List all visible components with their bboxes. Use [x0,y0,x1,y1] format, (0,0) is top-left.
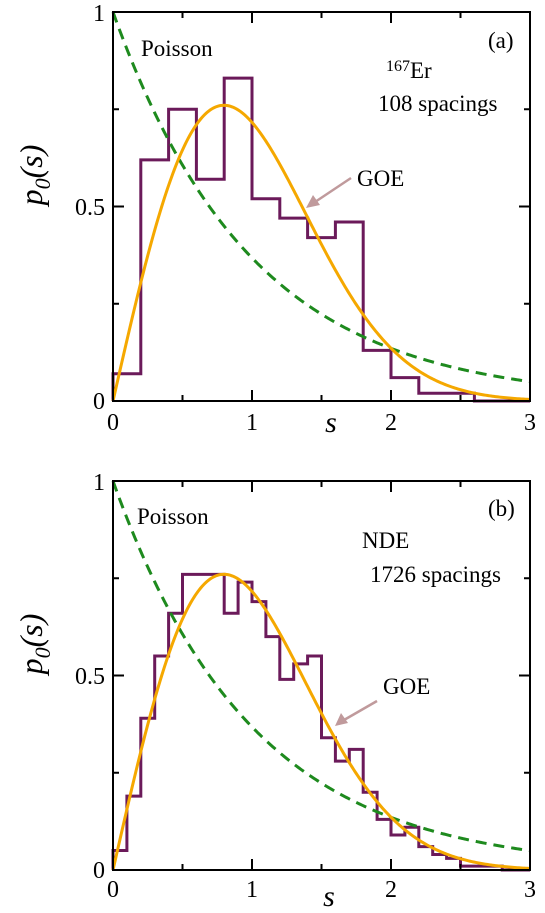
x-tick-label: 1 [246,410,258,436]
ticks-b [112,480,531,871]
goe-arrow [335,699,378,726]
goe-arrow [306,176,352,208]
y-tick-label: 1 [93,470,105,496]
nde-annotation: NDE [362,528,409,553]
histogram-a [111,76,530,403]
poisson-curve-b [111,480,531,853]
isotope-symbol: Er [410,58,432,83]
y-axis-title-sub: 0 [30,178,55,189]
histogram-outline [111,76,530,403]
goe-curve-a [111,103,531,402]
isotope-mass: 167 [386,58,410,75]
spacings-annotation: 108 spacings [378,91,498,116]
y-tick-label: 0 [93,858,105,884]
x-tick-label: 0 [107,877,119,903]
goe-curve-b [111,572,531,871]
histogram-b [111,572,530,872]
y-tick-label: 0 [93,389,105,415]
y-tick-label: 0.5 [75,664,105,690]
x-tick-label: 3 [524,877,536,903]
panel-a: 0 1 2 3 0 0.5 1 s p0(s) (a) Poisson 167E… [13,1,536,439]
x-axis-title: s [323,880,335,913]
y-tick-label: 1 [93,1,105,27]
x-axis-title: s [325,406,337,439]
poisson-curve-a [111,11,531,384]
plot-frame-a [112,11,531,402]
x-tick-label: 0 [107,410,119,436]
y-axis-title-sub: 0 [30,647,55,658]
x-tick-label: 2 [385,410,397,436]
goe-annotation: GOE [357,166,404,191]
histogram-outline [111,572,530,872]
panel-b: 0 1 2 3 0 0.5 1 s p0(s) (b) Poisson NDE … [13,470,536,913]
poisson-annotation: Poisson [141,36,213,61]
panel-label: (b) [488,496,515,521]
poisson-annotation: Poisson [137,504,209,529]
spacings-annotation: 1726 spacings [370,562,501,587]
y-axis-title: p0(s) [13,145,55,208]
y-tick-label: 0.5 [75,195,105,221]
x-tick-label: 3 [524,410,536,436]
y-axis-title-arg: (s) [13,614,49,648]
y-axis-title: p0(s) [13,614,55,677]
isotope-annotation: 167Er [386,58,432,83]
panel-label: (a) [488,28,514,53]
y-axis-title-main: p [13,189,49,207]
x-tick-label: 2 [385,877,397,903]
y-axis-title-arg: (s) [13,145,49,179]
goe-annotation: GOE [383,674,430,699]
ticks-a [112,11,531,402]
y-axis-title-main: p [13,658,49,676]
x-tick-label: 1 [246,877,258,903]
